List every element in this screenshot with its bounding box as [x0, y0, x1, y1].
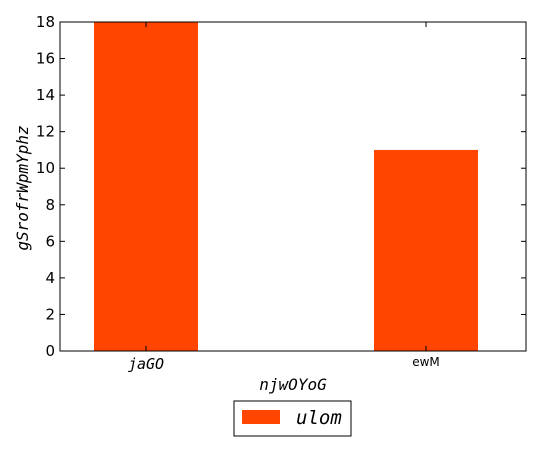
y-tick-label-18: 18	[36, 13, 55, 31]
x-tick-label-ewM: ewM	[412, 355, 440, 369]
plot-frame	[59, 21, 527, 352]
y-axis-title: gSrofrWpmYphz	[13, 125, 32, 250]
x-axis: jaGO ewM	[128, 22, 440, 373]
y-tick-label-8: 8	[45, 196, 55, 214]
y-tick-label-6: 6	[45, 232, 55, 250]
legend-swatch	[242, 410, 280, 424]
y-tick-label-2: 2	[45, 305, 55, 323]
bars-group	[94, 22, 478, 351]
x-tick-label-jaGO: jaGO	[128, 355, 164, 373]
y-tick-label-12: 12	[36, 123, 55, 141]
bar-ewM	[374, 149, 478, 351]
y-tick-label-0: 0	[45, 342, 55, 360]
bar-jaGO	[94, 22, 198, 351]
y-tick-label-4: 4	[45, 269, 55, 287]
legend: ulom	[233, 400, 352, 437]
y-tick-label-16: 16	[36, 50, 55, 68]
legend-label: ulom	[296, 407, 342, 429]
x-axis-title: njwOYoG	[259, 375, 327, 394]
y-axis: 0 2 4 6 8 10 12 14 16 18	[36, 13, 526, 360]
y-tick-label-10: 10	[36, 159, 55, 177]
y-tick-label-14: 14	[36, 86, 55, 104]
